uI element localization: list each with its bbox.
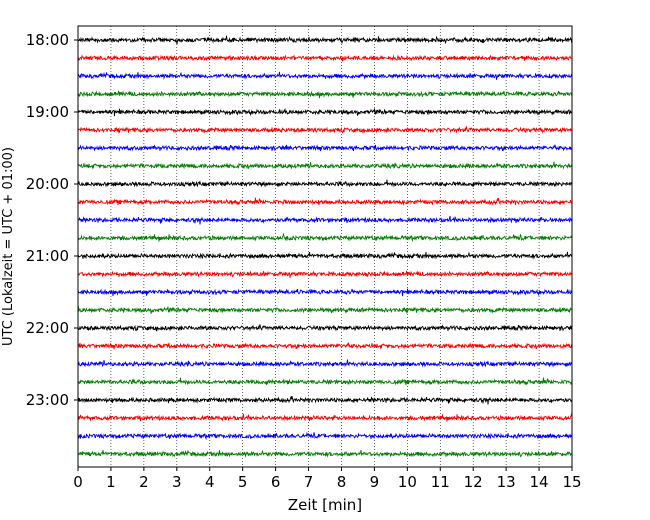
x-tick-label: 9 — [370, 473, 380, 491]
y-tick-label: 20:00 — [26, 175, 69, 193]
y-axis-label: UTC (Lokalzeit = UTC + 01:00) — [1, 147, 16, 346]
seismic-trace — [77, 179, 573, 188]
seismic-trace — [77, 161, 573, 170]
seismic-trace — [77, 431, 573, 441]
seismic-trace — [77, 35, 573, 45]
seismic-trace — [77, 288, 573, 297]
y-tick-label: 19:00 — [26, 103, 69, 121]
seismic-trace — [77, 342, 573, 350]
seismic-trace — [77, 251, 573, 260]
trace-group — [77, 35, 573, 458]
y-tick-label: 22:00 — [26, 319, 69, 337]
seismic-trace — [77, 232, 573, 243]
x-tick-label: 4 — [205, 473, 215, 491]
x-tick-label: 11 — [431, 473, 450, 491]
y-tick-label: 18:00 — [26, 31, 69, 49]
x-tick-label: 12 — [464, 473, 483, 491]
x-tick-label: 2 — [139, 473, 149, 491]
seismic-trace — [77, 305, 573, 315]
seismic-trace — [77, 54, 573, 62]
seismic-trace — [77, 215, 573, 225]
seismic-trace — [77, 90, 573, 99]
x-tick-label: 13 — [497, 473, 516, 491]
seismic-trace — [77, 270, 573, 278]
seismic-trace — [77, 412, 573, 422]
x-tick-label: 14 — [530, 473, 549, 491]
x-axis-label: Zeit [min] — [288, 496, 362, 514]
y-axis-ticks: 18:00 19:00 20:00 21:00 22:00 23:00 — [26, 31, 78, 409]
seismic-trace — [77, 449, 573, 458]
x-tick-label: 8 — [337, 473, 347, 491]
y-tick-label: 21:00 — [26, 247, 69, 265]
seismic-trace — [77, 377, 573, 386]
seismic-trace — [77, 359, 573, 368]
seismic-trace — [77, 395, 573, 405]
x-tick-label: 1 — [106, 473, 116, 491]
seismic-trace — [77, 71, 573, 80]
seismic-trace — [77, 324, 573, 332]
x-tick-label: 10 — [398, 473, 417, 491]
seismic-trace — [77, 197, 573, 206]
x-tick-label: 7 — [304, 473, 314, 491]
x-tick-label: 0 — [73, 473, 83, 491]
x-tick-label: 15 — [562, 473, 581, 491]
x-axis-ticks: 0 1 2 3 4 5 6 7 8 9 10 11 12 13 14 15 — [73, 467, 582, 491]
y-tick-label: 23:00 — [26, 391, 69, 409]
x-tick-label: 6 — [271, 473, 281, 491]
seismic-trace — [77, 107, 573, 117]
seismic-trace — [77, 144, 573, 152]
seismic-trace — [77, 126, 573, 135]
plot-frame — [77, 25, 573, 468]
x-tick-label: 5 — [238, 473, 248, 491]
x-tick-label: 3 — [172, 473, 182, 491]
